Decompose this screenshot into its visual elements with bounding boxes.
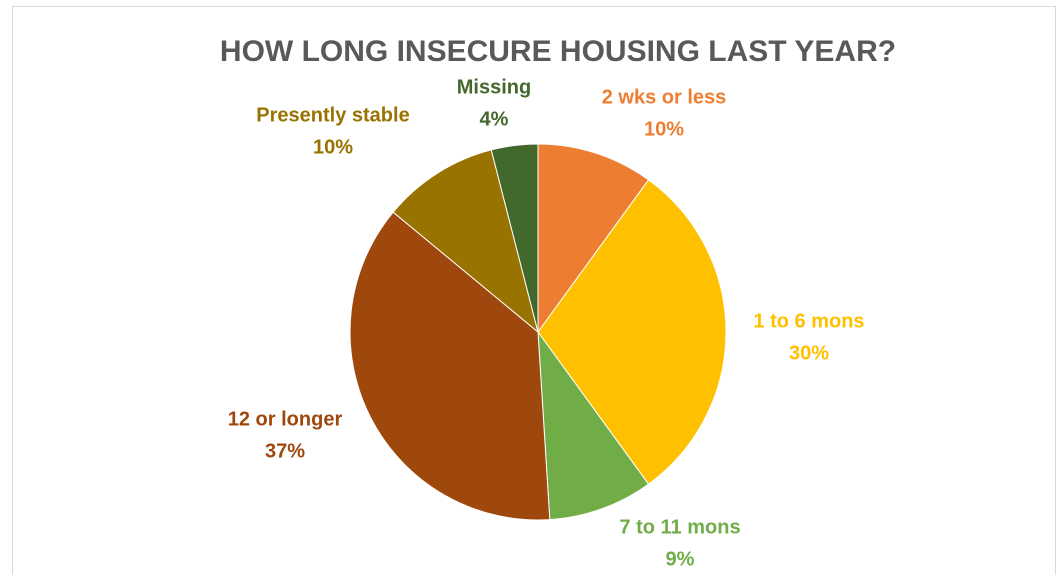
slice-value-label: 9% — [666, 548, 695, 570]
chart-title: HOW LONG INSECURE HOUSING LAST YEAR? — [220, 35, 896, 68]
slice-label: 1 to 6 mons — [753, 310, 864, 332]
slice-value-label: 4% — [480, 108, 509, 130]
slice-value-label: 37% — [265, 440, 305, 462]
pie-slice — [537, 179, 727, 485]
slice-label: 12 or longer — [228, 408, 343, 430]
slice-label: 7 to 11 mons — [619, 516, 740, 538]
slice-label: Missing — [457, 76, 531, 98]
slice-value-label: 30% — [789, 342, 829, 364]
slice-label: Presently stable — [256, 104, 409, 126]
pie-slice — [537, 330, 650, 521]
pie-slice — [392, 149, 539, 334]
slice-label: 2 wks or less — [602, 86, 727, 108]
pie-slice — [490, 143, 539, 333]
slice-value-label: 10% — [313, 136, 353, 158]
slice-value-label: 10% — [644, 118, 684, 140]
pie-slice — [349, 211, 551, 521]
pie-slice — [537, 143, 650, 334]
